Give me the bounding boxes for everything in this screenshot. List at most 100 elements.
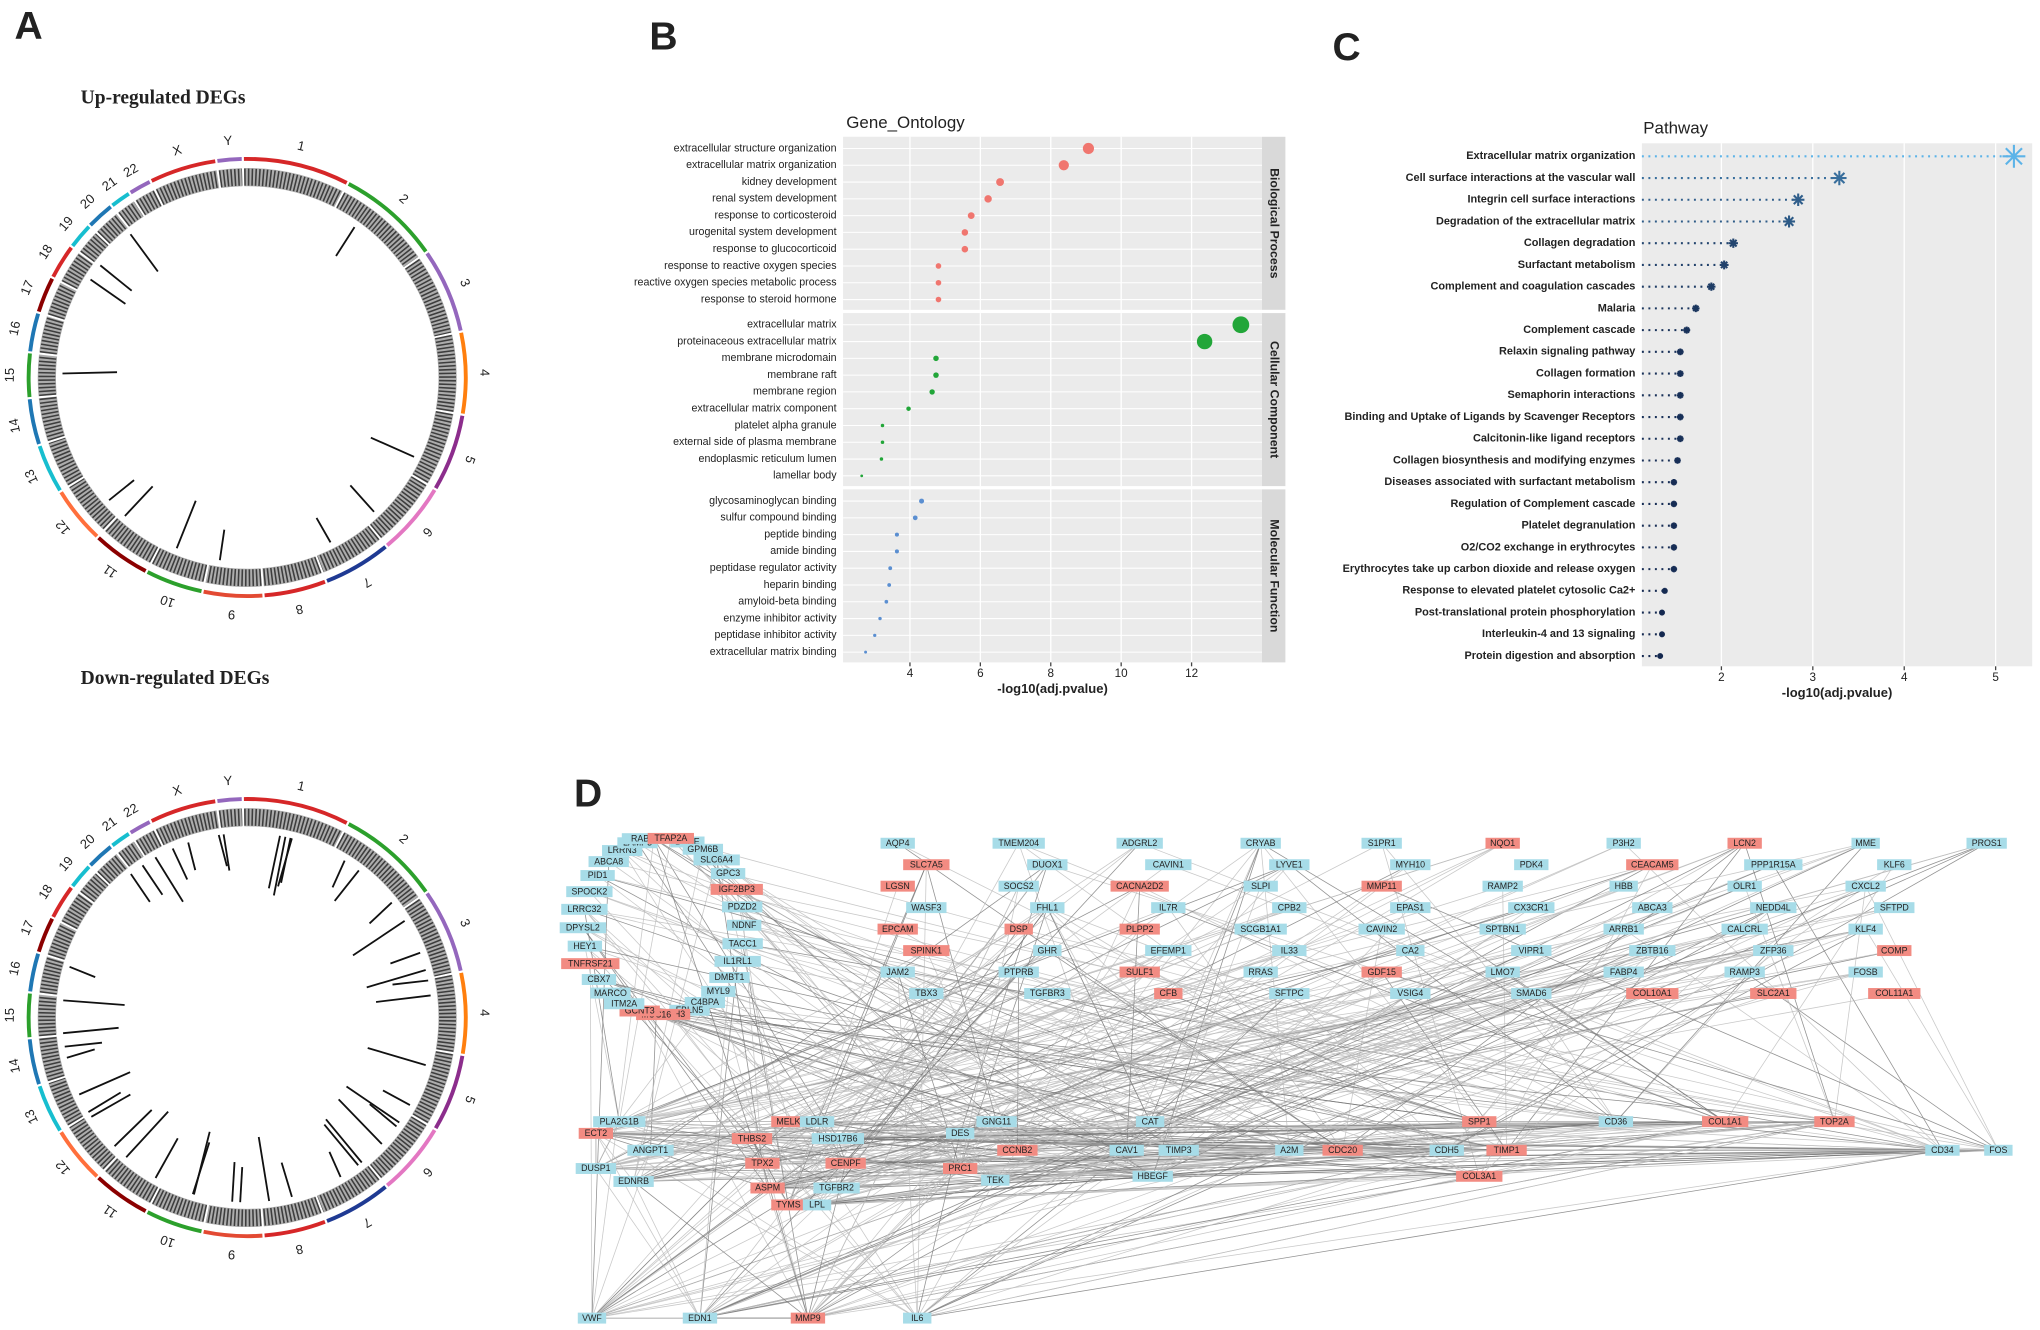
network-edge — [633, 842, 1140, 1182]
gene-link — [367, 1047, 426, 1067]
chromosome-arc — [146, 1210, 202, 1234]
network-edge — [788, 864, 1290, 1206]
ideogram-outline — [155, 810, 220, 846]
y-tick-label: urogenital system development — [689, 226, 837, 238]
y-tick-label: Interleukin-4 and 13 signaling — [1482, 628, 1635, 640]
dot — [894, 549, 899, 554]
ideogram — [435, 334, 457, 412]
ideogram-outline — [79, 873, 109, 903]
y-tick-label: Integrin cell surface interactions — [1467, 194, 1635, 206]
network-edge — [699, 1149, 1447, 1319]
ideogram — [118, 201, 144, 227]
node-label: GPC3 — [716, 868, 740, 878]
y-tick-label: heparin binding — [764, 579, 837, 591]
network-edge — [960, 1149, 1943, 1169]
chromosome-label: 15 — [2, 1008, 17, 1023]
network-edge — [591, 861, 610, 1319]
y-tick-label: enzyme inhibitor activity — [723, 612, 837, 624]
gene-link — [63, 999, 125, 1006]
ideogram-outline — [404, 898, 452, 977]
ideogram — [412, 1051, 453, 1124]
panel-label: D — [574, 773, 602, 816]
network-node — [1119, 966, 1160, 978]
chromosome-label: X — [171, 142, 184, 159]
panel-label: C — [1332, 26, 1360, 69]
star-marker — [1783, 215, 1796, 228]
network-node — [559, 922, 607, 934]
ideogram-outline — [118, 201, 144, 227]
network-edge — [656, 1014, 996, 1181]
gene-link — [272, 836, 287, 896]
chromosome-label: 16 — [6, 960, 24, 977]
gene-link — [90, 278, 126, 305]
chromosome-label: 18 — [35, 882, 55, 902]
y-tick-label: peptide binding — [764, 528, 836, 540]
network-edge — [1152, 842, 1866, 1177]
y-tick-label: extracellular matrix organization — [686, 159, 837, 171]
node-label: IGF2BP3 — [719, 884, 755, 894]
dot — [967, 212, 975, 220]
network-edge — [717, 991, 809, 1319]
dot — [919, 498, 925, 504]
network-edge — [591, 838, 655, 1319]
star-marker — [1670, 522, 1678, 529]
ideogram — [262, 1196, 322, 1226]
node-label: LDLR — [806, 1116, 829, 1126]
star-marker — [1670, 565, 1678, 573]
network-edge — [788, 950, 1290, 1123]
network-node — [1750, 988, 1797, 999]
network-edge — [917, 1121, 1835, 1319]
star-marker — [1692, 304, 1700, 313]
node-label: CBX7 — [587, 974, 610, 984]
chromosome-label: 4 — [477, 369, 492, 377]
ideogram-outline — [205, 1204, 262, 1228]
chromosome-label: 15 — [2, 368, 17, 383]
network-node — [997, 1144, 1038, 1156]
chromosome-arc — [89, 205, 112, 227]
network-node — [1272, 945, 1307, 957]
star-spoke — [1707, 283, 1716, 291]
chromosome-label: 6 — [420, 1165, 436, 1180]
gene-link — [346, 1085, 400, 1124]
dot — [933, 355, 939, 362]
network-edge — [584, 909, 839, 1139]
node-label: ZBTB16 — [1636, 945, 1668, 955]
ideogram-outline — [47, 922, 77, 961]
chromosome-label: 13 — [21, 467, 41, 486]
gene-link — [113, 1109, 153, 1147]
network-edge — [597, 875, 996, 1181]
star-marker — [1832, 170, 1847, 186]
node-label: S1PR1 — [1368, 838, 1396, 848]
chromosome-label: Y — [223, 133, 233, 149]
network-node — [1145, 945, 1192, 957]
network-edge — [817, 1149, 1447, 1206]
network-edge — [1047, 907, 1290, 1151]
network-node — [682, 843, 724, 855]
dot — [996, 178, 1005, 187]
gene-link — [154, 1137, 179, 1179]
chromosome-arc — [36, 917, 54, 953]
network-node — [976, 1116, 1017, 1128]
network-node — [1132, 1170, 1173, 1182]
node-label: PROS1 — [1972, 838, 2002, 848]
network-edge — [1152, 1149, 1943, 1177]
node-label: HBB — [1615, 881, 1633, 891]
network-node — [998, 966, 1039, 978]
network-edge — [584, 909, 837, 1189]
y-tick-label: response to steroid hormone — [701, 293, 837, 305]
network-edge — [788, 1149, 1943, 1206]
chromosome-arc — [150, 159, 216, 183]
star-spoke — [1677, 413, 1684, 421]
node-label: DMBT1 — [714, 972, 744, 982]
star-spoke — [1657, 653, 1663, 659]
ideogram-outline — [369, 475, 427, 539]
ideogram — [48, 1077, 83, 1126]
node-label: ABCA3 — [1638, 902, 1667, 912]
gene-link — [280, 1162, 293, 1198]
node-label: CFB — [1159, 988, 1177, 998]
node-label: COL3A1 — [1462, 1171, 1496, 1181]
ideogram — [135, 190, 162, 216]
gene-link — [129, 233, 159, 273]
network-node — [1269, 859, 1310, 871]
star-spoke — [1692, 305, 1700, 312]
